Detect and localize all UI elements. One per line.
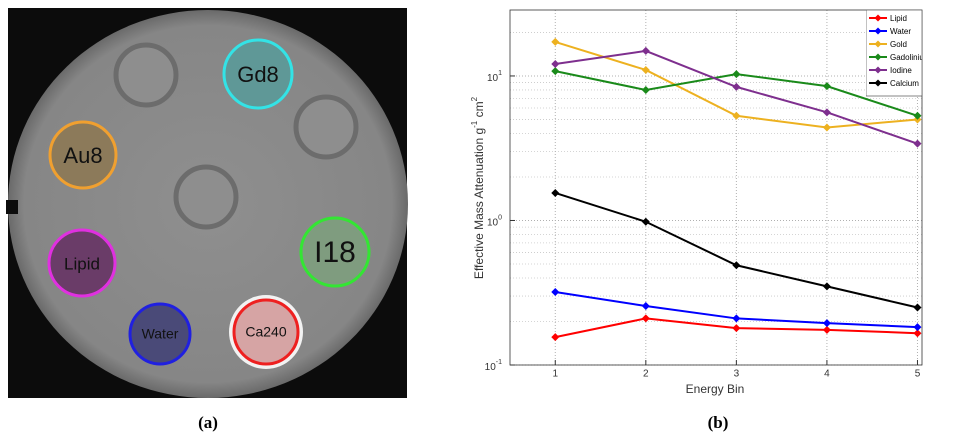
legend-label: Water [890, 27, 911, 36]
legend-label: Gold [890, 40, 907, 49]
caption: (b) [708, 413, 729, 432]
legend: Lipid Water Gold Gadolinium Iodine Calcium [866, 10, 931, 96]
x-tick-label: 1 [552, 369, 558, 380]
x-tick-label: 5 [915, 369, 921, 380]
y-tick-base: 10 [485, 362, 497, 373]
y-axis-label-part: Effective Mass Attenuation g [472, 128, 486, 279]
empty-vial [116, 45, 176, 105]
x-axis-label: Energy Bin [686, 382, 745, 396]
legend-label: Iodine [890, 66, 912, 75]
phantom-image: Gd8 Au8 Lipid I18 Water Ca240 [6, 8, 408, 398]
y-tick-base: 10 [487, 73, 499, 84]
marker [913, 323, 921, 331]
vial-label: Au8 [63, 143, 102, 168]
x-tick-label: 4 [824, 369, 830, 380]
vial-label: Lipid [64, 254, 100, 273]
marker [642, 47, 650, 55]
figure: Gd8 Au8 Lipid I18 Water Ca240 (a) (b) En… [0, 0, 953, 435]
marker [642, 86, 650, 94]
caption: (a) [198, 413, 218, 432]
notch [6, 200, 18, 214]
vial-label: Gd8 [237, 62, 279, 87]
y-tick-exponent: 0 [498, 214, 502, 221]
y-axis-label-part: cm [472, 101, 486, 120]
empty-vial [176, 167, 236, 227]
marker [732, 112, 740, 120]
y-tick-label: 10-1 [485, 359, 502, 373]
marker [732, 324, 740, 332]
marker [551, 189, 559, 197]
marker [551, 288, 559, 296]
marker [823, 108, 831, 116]
marker [823, 82, 831, 90]
y-axis-label-part: 2 [470, 96, 479, 101]
marker [642, 66, 650, 74]
marker [551, 67, 559, 75]
y-tick-label: 101 [487, 70, 502, 84]
marker [732, 261, 740, 269]
marker [913, 140, 921, 148]
legend-label: Gadolinium [890, 53, 931, 62]
marker [913, 303, 921, 311]
legend-label: Calcium [890, 79, 919, 88]
y-tick-base: 10 [487, 217, 499, 228]
empty-vial [296, 97, 356, 157]
marker [732, 83, 740, 91]
legend-label: Lipid [890, 14, 907, 23]
y-tick-exponent: -1 [496, 359, 502, 366]
marker [823, 123, 831, 131]
marker [732, 314, 740, 322]
vial-label: I18 [314, 236, 356, 269]
y-axis-label: Effective Mass Attenuation g-1 cm2 [470, 96, 486, 279]
marker [551, 38, 559, 46]
marker [823, 282, 831, 290]
marker [551, 60, 559, 68]
y-tick-label: 100 [487, 214, 502, 228]
marker [732, 70, 740, 78]
x-tick-label: 2 [643, 369, 649, 380]
marker [642, 218, 650, 226]
vial-label: Ca240 [245, 324, 286, 340]
y-tick-exponent: 1 [498, 70, 502, 77]
axes-box [510, 10, 922, 365]
vial-label: Water [142, 326, 179, 342]
x-tick-label: 3 [734, 369, 740, 380]
marker [642, 302, 650, 310]
marker [551, 333, 559, 341]
marker [823, 319, 831, 327]
